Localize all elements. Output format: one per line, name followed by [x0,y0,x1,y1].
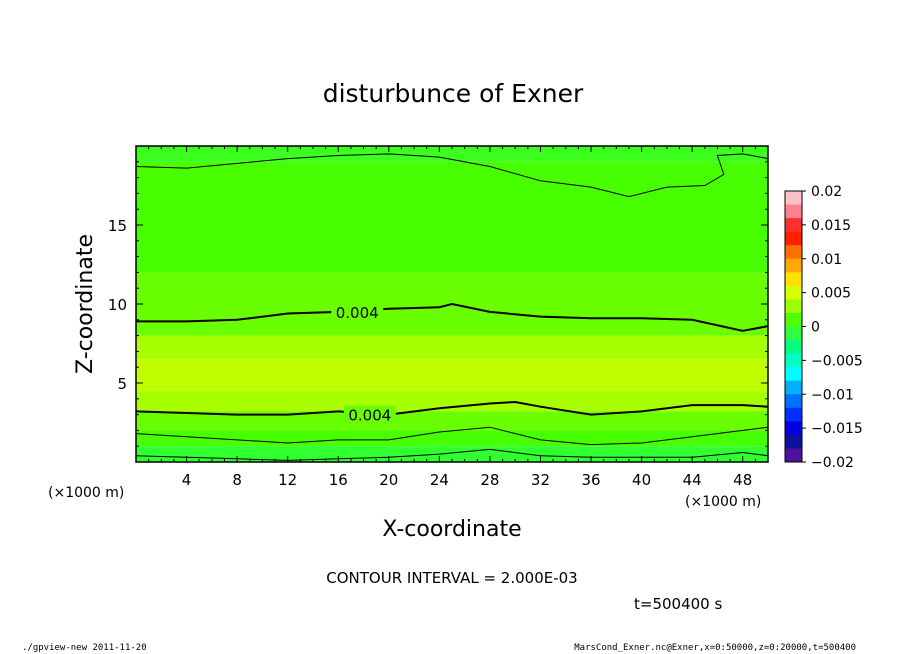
contour-label-bg [331,302,384,320]
y-tick-label: 10 [108,296,127,314]
colorbar-swatch [785,312,802,327]
colorbar-swatch [785,380,802,395]
chart-title: disturbunce of Exner [323,79,584,108]
colorbar-label: 0.02 [811,184,842,200]
colorbar-label: 0.01 [811,252,842,268]
colorbar-swatch [785,434,802,449]
x-tick-label: 44 [683,471,702,489]
colorbar-swatch [785,272,802,287]
colorbar-swatch [785,421,802,436]
field-band [136,446,768,462]
colorbar-label: −0.01 [811,387,854,403]
x-tick-label: 4 [182,471,192,489]
x-tick-label: 36 [581,471,600,489]
x-tick-label: 32 [531,471,550,489]
colorbar-swatch [785,326,802,341]
contour-line [135,448,769,461]
contour-label: 0.004 [336,304,379,322]
colorbar-swatch [785,285,802,300]
x-axis-label: X-coordinate [382,517,521,542]
colorbar-label: −0.005 [811,353,863,369]
x-tick-label: 8 [232,471,242,489]
colorbar-label: −0.02 [811,455,854,471]
colorbar: 0.02 0.015 0.01 0.005 0 −0.005 −0.01 −0.015 −0.0… [784,184,863,471]
contour-line [135,153,769,198]
colorbar-swatch [785,299,802,314]
x-unit-left: (×1000 m) [48,485,124,501]
footer-left: ./gpview-new 2011-11-20 [22,643,147,653]
y-tick-label: 5 [117,375,127,393]
colorbar-swatch [785,245,802,260]
contour-lines: 0.004 0.004 [135,153,769,461]
x-tick-label: 48 [733,471,752,489]
contour-line [136,302,769,332]
y-axis-label: Z-coordinate [73,234,98,374]
field-band [136,161,768,273]
field-band [136,335,768,360]
x-tick-label: 16 [329,471,348,489]
x-tick-label: 20 [379,471,398,489]
y-tick-label: 15 [108,217,127,235]
colorbar-swatch [785,258,802,273]
contour-label-bg [343,405,396,423]
field-band [136,411,768,431]
colorbar-swatch [785,191,802,206]
contour-line [135,400,769,416]
contour-line [135,426,769,446]
x-tick-label: 40 [632,471,651,489]
colorbar-swatch [785,340,802,355]
contour-label: 0.004 [348,407,391,425]
colorbar-label: 0.015 [811,218,851,234]
colorbar-swatch [785,353,802,368]
x-tick-label: 28 [480,471,499,489]
colorbar-label: 0 [811,320,820,336]
colorbar-swatch [785,367,802,382]
colorbar-label: −0.015 [811,421,863,437]
field-band [136,359,768,391]
colorbar-swatch [785,231,802,246]
colorbar-label: 0.005 [811,286,851,302]
colorbar-swatch [785,218,802,233]
field-band [136,390,768,412]
field-band [136,430,768,447]
contour-interval-text: CONTOUR INTERVAL = 2.000E-03 [326,569,577,587]
x-unit-right: (×1000 m) [685,494,761,510]
colorbar-swatch [785,394,802,409]
colorbar-swatch [785,407,802,422]
colorbar-swatch [785,204,802,219]
footer-right: MarsCond_Exner.nc@Exner,x=0:50000,z=0:20… [574,643,856,653]
time-text: t=500400 s [634,595,722,613]
x-tick-label: 12 [278,471,297,489]
plot-area [136,146,768,462]
x-tick-label: 24 [430,471,449,489]
colorbar-swatch [785,448,802,463]
